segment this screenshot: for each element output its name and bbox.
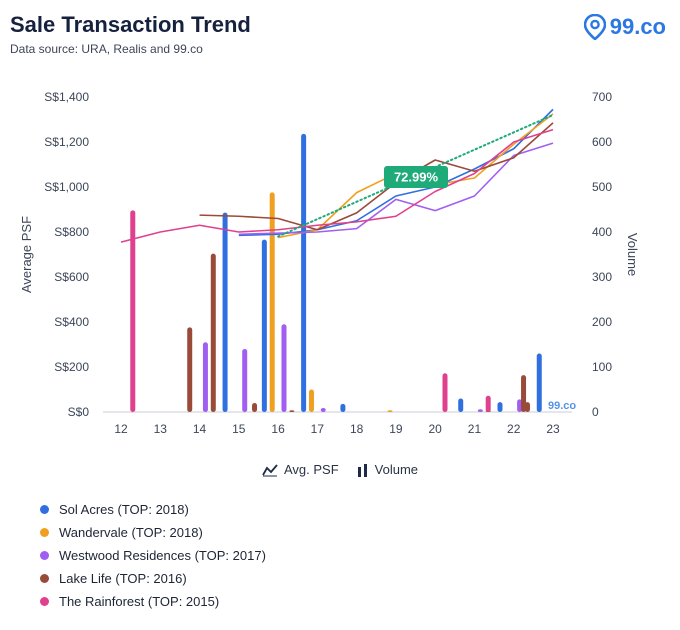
volume-bar	[281, 324, 287, 412]
y-tick-label: S$1,400	[44, 90, 89, 104]
y2-tick-label: 0	[592, 405, 599, 419]
y-tick-label: S$200	[54, 360, 89, 374]
brand-logo[interactable]: 99.co	[583, 14, 666, 40]
volume-bar	[261, 239, 267, 412]
x-tick-label: 16	[271, 422, 285, 436]
bar-chart-icon	[357, 463, 367, 477]
legend-swatch	[40, 551, 49, 560]
y-tick-label: S$800	[54, 225, 89, 239]
volume-bar	[497, 402, 503, 412]
legend-item-sol-acres[interactable]: Sol Acres (TOP: 2018)	[40, 498, 266, 521]
legend-item-westwood[interactable]: Westwood Residences (TOP: 2017)	[40, 544, 266, 567]
legend-swatch	[40, 574, 49, 583]
location-pin-icon	[583, 14, 606, 40]
legend-item-lake-life[interactable]: Lake Life (TOP: 2016)	[40, 567, 266, 590]
chart-subtitle: Data source: URA, Realis and 99.co	[10, 42, 203, 56]
x-tick-label: 13	[154, 422, 168, 436]
legend-label: Wandervale (TOP: 2018)	[59, 525, 203, 540]
volume-toggle[interactable]: Volume	[357, 462, 418, 477]
series-legend: Sol Acres (TOP: 2018) Wandervale (TOP: 2…	[40, 498, 266, 613]
legend-label: Westwood Residences (TOP: 2017)	[59, 548, 266, 563]
line-chart-icon	[262, 463, 278, 476]
volume-bar	[187, 327, 193, 412]
x-tick-label: 15	[232, 422, 246, 436]
y2-tick-label: 400	[592, 225, 612, 239]
x-tick-label: 17	[311, 422, 325, 436]
y-tick-label: S$1,200	[44, 135, 89, 149]
avg-psf-label: Avg. PSF	[283, 462, 339, 477]
psf-line	[199, 122, 554, 231]
avg-psf-toggle[interactable]: Avg. PSF	[262, 462, 339, 477]
x-tick-label: 21	[468, 422, 482, 436]
y2-axis-title: Volume	[625, 233, 640, 276]
y2-tick-label: 300	[592, 270, 612, 284]
volume-bar	[269, 192, 275, 412]
growth-badge-text: 72.99%	[394, 170, 439, 185]
volume-bar	[242, 349, 248, 412]
y-tick-label: S$400	[54, 315, 89, 329]
sale-trend-chart: 12 13 14 15 16 17 18 19 20 21 22 23 S$0 S$200 S$400 S$6…	[19, 90, 640, 436]
legend-item-wandervale[interactable]: Wandervale (TOP: 2018)	[40, 521, 266, 544]
chart-title: Sale Transaction Trend	[10, 12, 251, 37]
volume-bar	[442, 373, 448, 412]
volume-bar	[252, 403, 258, 412]
volume-bar	[458, 398, 464, 412]
volume-bar	[301, 133, 307, 412]
x-tick-label: 12	[114, 422, 128, 436]
legend-swatch	[40, 505, 49, 514]
growth-badge	[384, 166, 448, 188]
volume-bar	[222, 212, 228, 412]
volume-bar	[387, 410, 393, 412]
x-tick-label: 19	[389, 422, 403, 436]
legend-item-rainforest[interactable]: The Rainforest (TOP: 2015)	[40, 590, 266, 613]
x-tick-label: 23	[546, 422, 560, 436]
x-tick-label: 18	[350, 422, 364, 436]
volume-bar	[524, 402, 530, 412]
y2-tick-label: 600	[592, 135, 612, 149]
x-tick-label: 14	[193, 422, 207, 436]
legend-label: Lake Life (TOP: 2016)	[59, 571, 187, 586]
volume-bar	[202, 342, 208, 412]
volume-bar	[521, 375, 527, 412]
volume-label: Volume	[374, 462, 419, 477]
x-tick-label: 22	[507, 422, 521, 436]
legend-label: The Rainforest (TOP: 2015)	[59, 594, 220, 609]
volume-bar	[340, 403, 346, 412]
chart-mode-toggle: Avg. PSF Volume	[0, 462, 680, 477]
volume-bar	[289, 410, 295, 412]
y2-tick-label: 100	[592, 360, 612, 374]
legend-swatch	[40, 528, 49, 537]
volume-bar	[477, 409, 483, 412]
y-axis-title: Average PSF	[19, 216, 34, 293]
psf-line	[238, 142, 554, 236]
y-tick-label: S$600	[54, 270, 89, 284]
brand-name: 99.co	[609, 14, 666, 39]
y-tick-label: S$1,000	[44, 180, 89, 194]
volume-bar	[517, 399, 523, 412]
y2-tick-label: 500	[592, 180, 612, 194]
y2-tick-label: 200	[592, 315, 612, 329]
psf-line	[120, 128, 554, 243]
volume-bar	[320, 407, 326, 412]
watermark: 99.co	[548, 400, 576, 412]
legend-label: Sol Acres (TOP: 2018)	[59, 502, 189, 517]
legend-swatch	[40, 597, 49, 606]
x-tick-label: 20	[429, 422, 443, 436]
volume-bar	[308, 389, 314, 412]
volume-bar	[536, 353, 542, 412]
volume-bar	[130, 210, 136, 412]
volume-bar	[210, 253, 216, 412]
volume-bar	[485, 395, 491, 412]
y2-tick-label: 700	[592, 90, 612, 104]
y-tick-label: S$0	[68, 405, 90, 419]
